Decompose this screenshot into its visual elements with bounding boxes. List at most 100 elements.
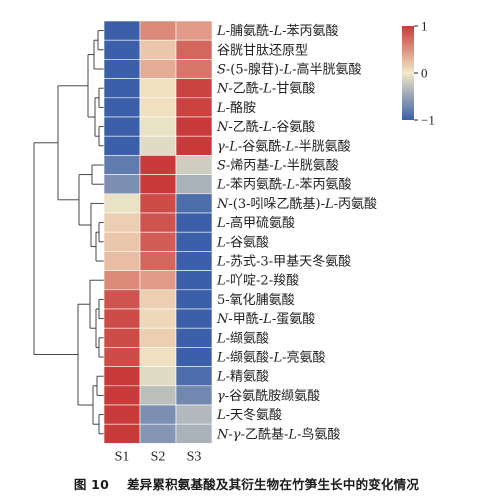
- row-label: 谷胱甘肽还原型: [217, 43, 308, 58]
- row-label: γ-谷氨酰胺缬氨酸: [217, 389, 320, 404]
- heatmap-cell: [175, 135, 213, 156]
- heatmap-cell: [175, 59, 213, 79]
- heatmap-cell: [139, 423, 177, 444]
- heatmap-cell: [103, 193, 141, 214]
- row-label: L-精氨酸: [216, 370, 269, 385]
- heatmap-cell: [139, 78, 177, 99]
- heatmap-cell: [103, 251, 141, 271]
- row-label: L-谷氨酸: [216, 235, 269, 250]
- row-label: γ-L-谷氨酰-L-半胱氨酸: [217, 139, 351, 154]
- heatmap-cell: [175, 116, 213, 137]
- column-label: S3: [187, 449, 202, 464]
- heatmap-cell: [103, 155, 141, 175]
- heatmap-cell: [103, 308, 141, 329]
- heatmap-cell: [139, 97, 177, 118]
- heatmap-cell: [103, 423, 141, 444]
- row-label: N-γ-乙酰基-L-鸟氨酸: [216, 426, 340, 442]
- heatmap-cell: [175, 155, 213, 175]
- heatmap-cell: [103, 59, 141, 79]
- heatmap-cell: [103, 327, 141, 348]
- row-label: N-甲酰-L-蛋氨酸: [216, 312, 315, 327]
- column-label: S1: [115, 449, 130, 464]
- heatmap-cell: [139, 366, 177, 387]
- heatmap-cell: [139, 385, 177, 406]
- row-label: L-苏式-3-甲基天冬氨酸: [216, 254, 351, 270]
- heatmap-cell: [103, 39, 141, 60]
- heatmap-cell: [175, 97, 213, 118]
- row-label: L-吖啶-2-羧酸: [216, 273, 299, 289]
- row-label: L-苯丙氨酰-L-苯丙氨酸: [216, 178, 351, 193]
- heatmap-cell: [175, 366, 213, 387]
- heatmap-cell: [175, 231, 213, 252]
- heatmap-cell: [103, 385, 141, 406]
- heatmap-cell: [139, 174, 177, 195]
- row-label: 5-氧化脯氨酸: [217, 293, 295, 308]
- colorbar-tick-label: 0: [421, 66, 428, 81]
- heatmap-cell: [139, 231, 177, 252]
- heatmap-cell: [103, 404, 141, 425]
- row-label: S-(5-腺苷)-L-高半胱氨酸: [217, 62, 362, 78]
- column-labels: S1 S2 S3: [115, 449, 202, 464]
- colorbar: 1 0 −1: [402, 19, 435, 128]
- heatmap-cell: [103, 270, 141, 291]
- heatmap-cell: [139, 308, 177, 329]
- heatmap-cell: [139, 135, 177, 156]
- heatmap-cell: [175, 39, 213, 60]
- row-label: L-缬氨酸: [216, 331, 269, 346]
- heatmap-cell: [175, 308, 213, 329]
- heatmap-cell: [139, 193, 177, 214]
- heatmap-cell: [139, 212, 177, 233]
- heatmap-cell: [103, 289, 141, 310]
- heatmap-cell: [139, 59, 177, 79]
- row-label: L-脯氨酰-L-苯丙氨酸: [216, 24, 338, 39]
- row-label: L-缬氨酸-L-亮氨酸: [216, 350, 325, 366]
- heatmap-cell: [139, 155, 177, 175]
- heatmap-cell: [103, 347, 141, 367]
- heatmap-cell: [175, 20, 213, 41]
- row-label: L-高甲硫氨酸: [216, 215, 295, 231]
- row-label: N-乙酰-L-甘氨酸: [216, 82, 315, 97]
- heatmap-cell: [175, 404, 213, 425]
- heatmap-cell: [175, 327, 213, 348]
- figure-caption: 图 10 差异累积氨基酸及其衍生物在竹笋生长中的变化情况: [0, 474, 493, 493]
- row-label: N-乙酰-L-谷氨酸: [216, 120, 315, 135]
- heatmap-cell: [175, 347, 213, 367]
- heatmap-cell: [103, 97, 141, 118]
- heatmap-cell: [103, 366, 141, 387]
- column-label: S2: [151, 449, 166, 464]
- heatmap-cell: [139, 251, 177, 271]
- heatmap-cell: [139, 327, 177, 348]
- heatmap-cell: [175, 270, 213, 291]
- heatmap-cell: [103, 231, 141, 252]
- caption-text: 差异累积氨基酸及其衍生物在竹笋生长中的变化情况: [126, 477, 420, 492]
- heatmap-cell: [103, 135, 141, 156]
- colorbar-tick-label: 1: [421, 19, 428, 34]
- row-label: L-酪胺: [216, 100, 256, 116]
- colorbar-tick-label: −1: [421, 113, 435, 128]
- heatmap-cell: [175, 78, 213, 99]
- heatmap-cell: [175, 212, 213, 233]
- heatmap-cell: [175, 193, 213, 214]
- heatmap-cell: [175, 385, 213, 406]
- heatmap-cell: [139, 347, 177, 367]
- heatmap-cell: [175, 174, 213, 195]
- heatmap-cell: [103, 174, 141, 195]
- heatmap-cell: [103, 212, 141, 233]
- heatmap-cell: [103, 78, 141, 99]
- heatmap-cell: [139, 289, 177, 310]
- heatmap-cell: [139, 20, 177, 41]
- heatmap-cell: [139, 404, 177, 425]
- heatmap-cell: [139, 39, 177, 60]
- colorbar-gradient: [402, 26, 414, 120]
- row-label: N-(3-吲哚乙酰基)-L-丙氨酸: [216, 197, 377, 212]
- heatmap-cell: [139, 116, 177, 137]
- heatmap-cell: [103, 20, 141, 41]
- heatmap-cells: [103, 20, 213, 444]
- row-label: L-天冬氨酸: [216, 407, 282, 423]
- row-dendrogram: [33, 30, 104, 435]
- heatmap-cell: [139, 270, 177, 291]
- heatmap-cell: [175, 289, 213, 310]
- heatmap-cell: [175, 423, 213, 444]
